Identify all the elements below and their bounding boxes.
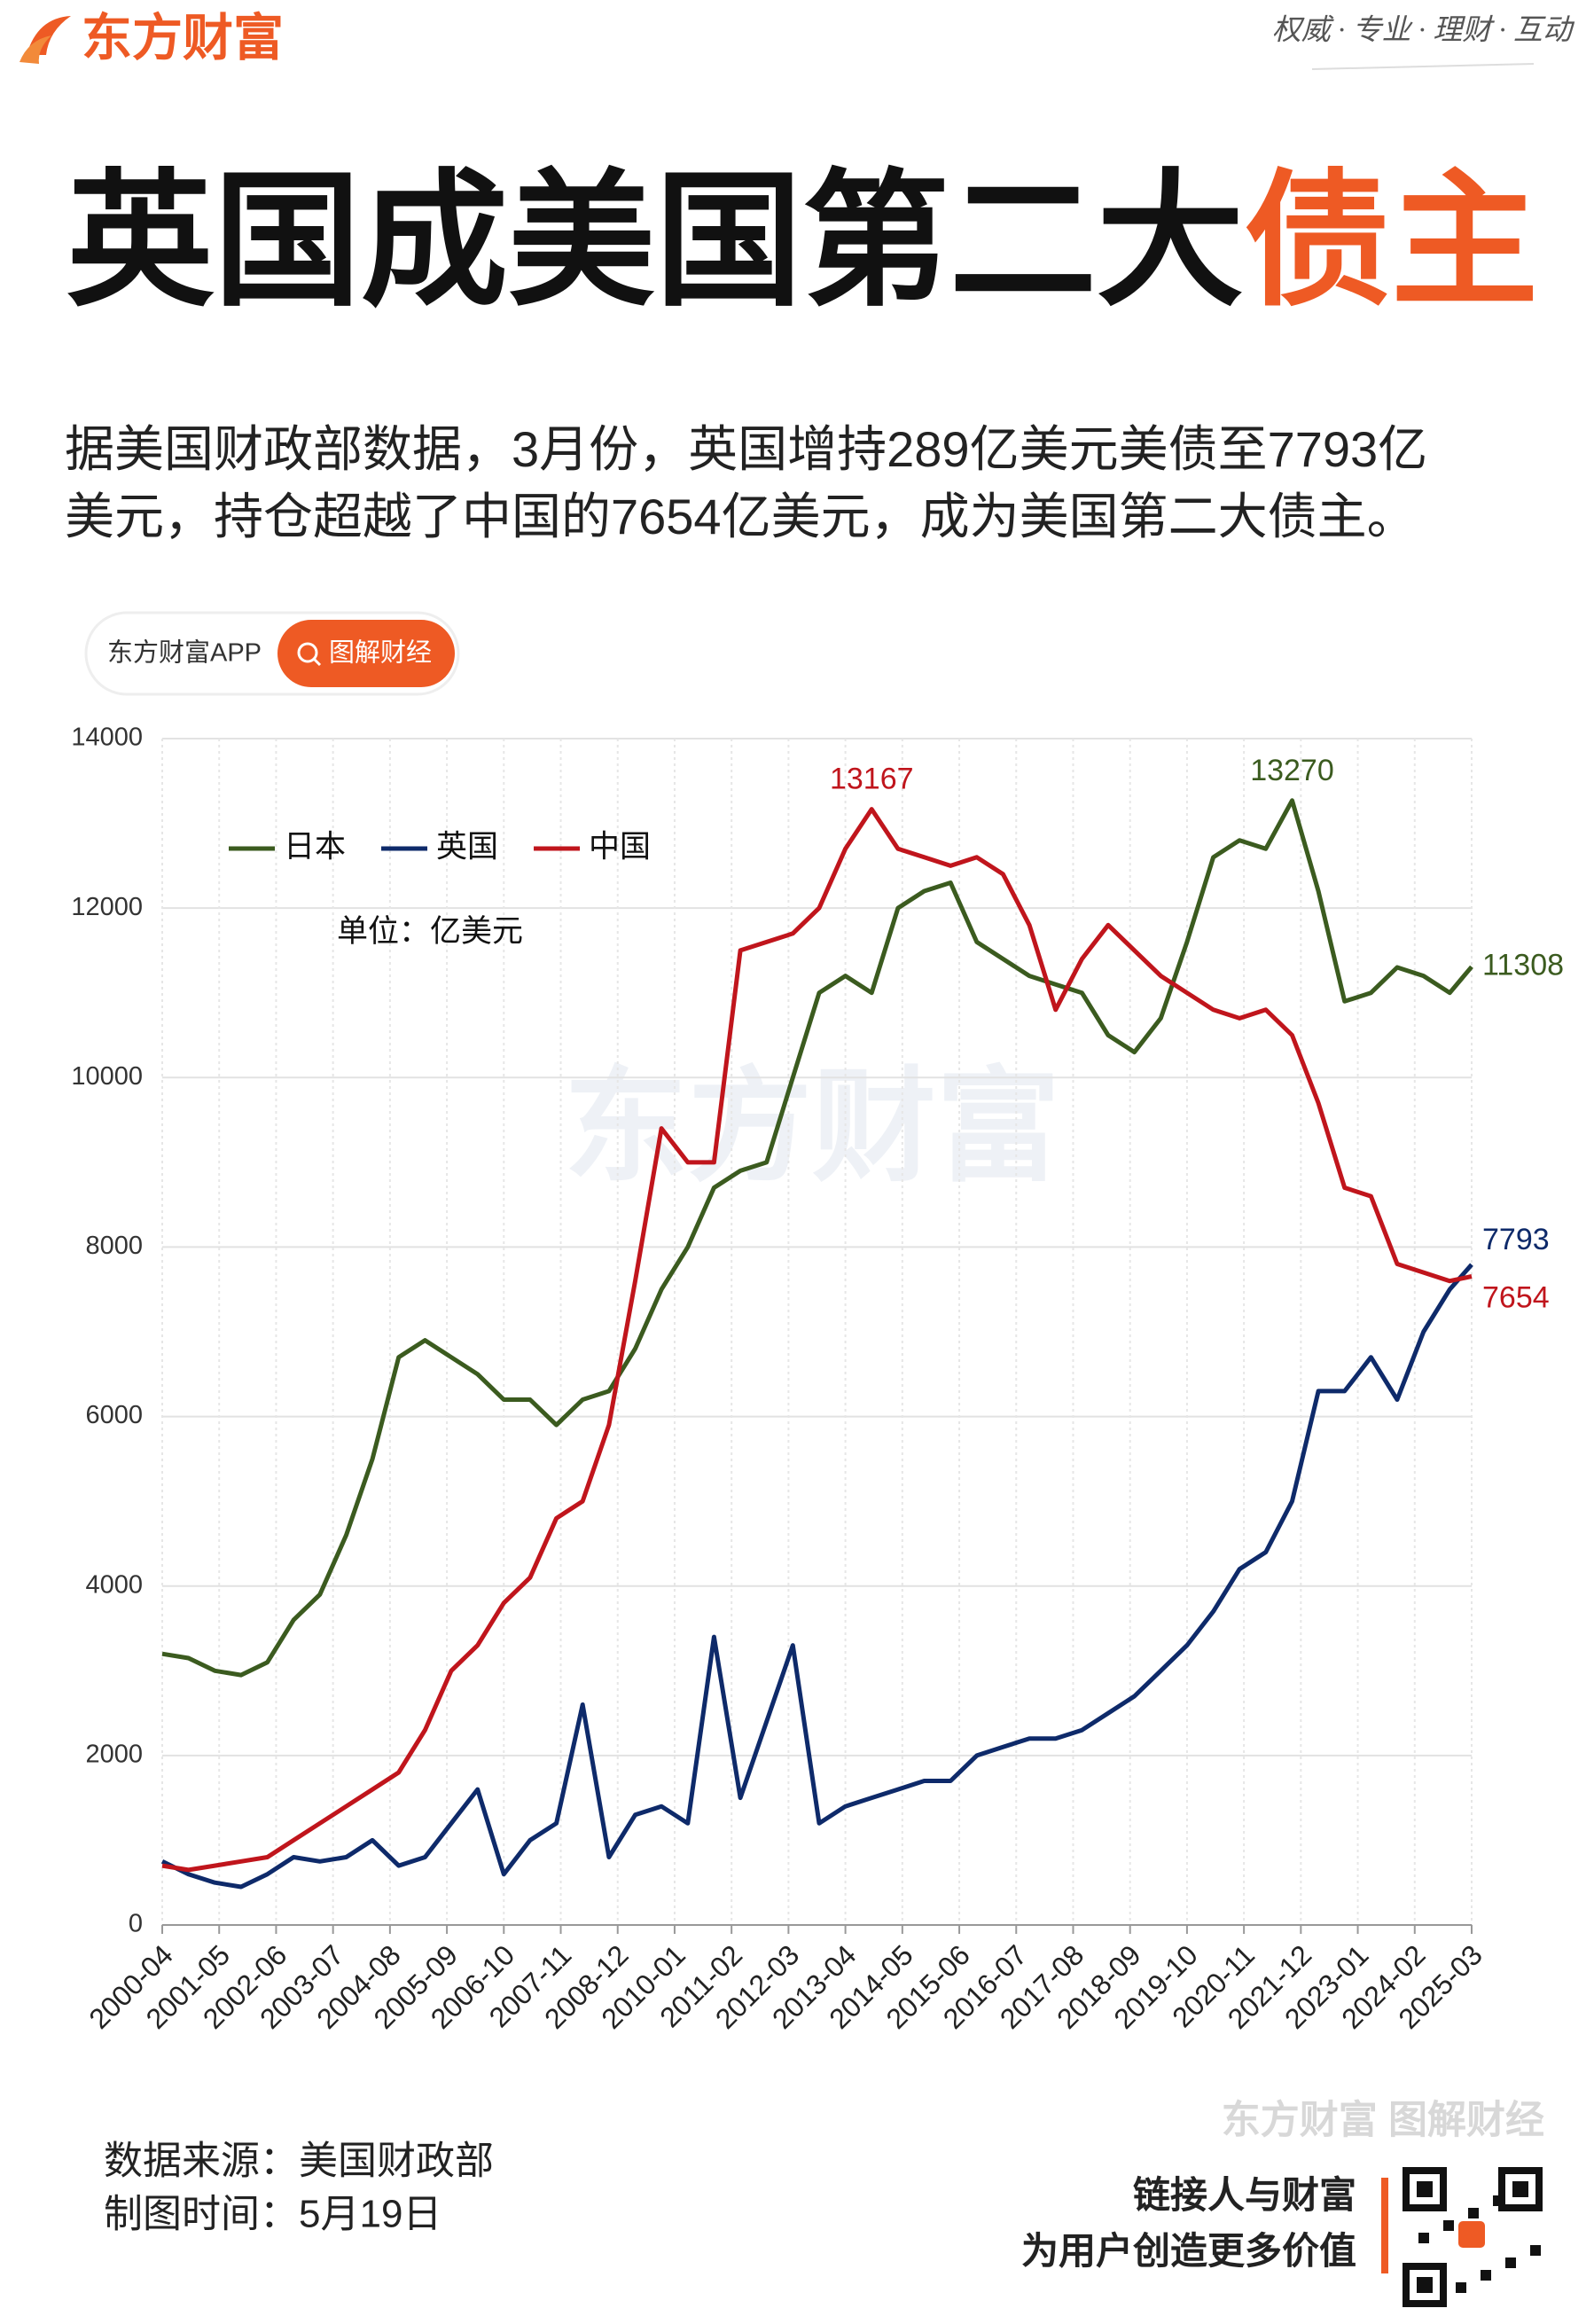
footer-brand: 东方财富 图解财经	[1222, 2099, 1544, 2142]
search-icon	[312, 657, 322, 667]
peak-label: 13167	[830, 763, 914, 796]
summary-line: 据美国财政部数据，3月份，英国增持289亿美元美债至7793亿	[65, 421, 1427, 477]
y-tick-label: 4000	[85, 1570, 143, 1599]
end-label: 7793	[1482, 1223, 1550, 1256]
headline-main: 英国成美国第二大	[66, 160, 1244, 324]
end-label: 7654	[1482, 1280, 1550, 1314]
headline: 英国成美国第二大债主	[66, 160, 1538, 324]
y-tick-label: 10000	[71, 1062, 143, 1091]
series-line	[161, 798, 1473, 1678]
summary-line: 美元，持仓超越了中国的7654亿美元，成为美国第二大债主。	[65, 489, 1417, 544]
footer-slogan: 为用户创造更多价值	[1021, 2230, 1356, 2272]
footer-slogan: 链接人与财富	[1133, 2174, 1356, 2216]
end-label: 11308	[1482, 948, 1564, 982]
y-tick-label: 0	[129, 1910, 143, 1938]
y-tick-label: 12000	[71, 893, 143, 921]
source: 数据来源：美国财政部	[104, 2140, 494, 2183]
date: 制图时间：5月19日	[104, 2193, 441, 2236]
y-tick-label: 6000	[85, 1401, 143, 1429]
y-tick-label: 14000	[71, 724, 143, 752]
legend-label: 中国	[589, 829, 651, 864]
series-line	[160, 1263, 1473, 1890]
headline-highlight: 债主	[1244, 160, 1538, 324]
slogan: 权威 · 专业 · 理财 · 互动	[1272, 15, 1575, 47]
peak-label: 13270	[1250, 754, 1334, 787]
tab[interactable]: 东方财富APP	[107, 638, 262, 668]
footer-bar	[1381, 2178, 1388, 2273]
y-tick-label: 2000	[85, 1741, 143, 1769]
tab[interactable]: 图解财经	[329, 638, 432, 668]
series-line	[161, 807, 1473, 1873]
legend-label: 英国	[436, 829, 498, 864]
y-tick-label: 8000	[85, 1232, 143, 1260]
watermark: 东方财富	[564, 1057, 1060, 1196]
search-icon	[297, 642, 318, 663]
slogan-underline	[1311, 63, 1535, 70]
qr-code	[1403, 2167, 1543, 2307]
unit-label: 单位：亿美元	[337, 914, 523, 949]
logo-text: 东方财富	[82, 10, 284, 67]
logo-icon	[20, 16, 71, 64]
legend-label: 日本	[284, 829, 346, 864]
tab-active[interactable]	[277, 620, 455, 687]
